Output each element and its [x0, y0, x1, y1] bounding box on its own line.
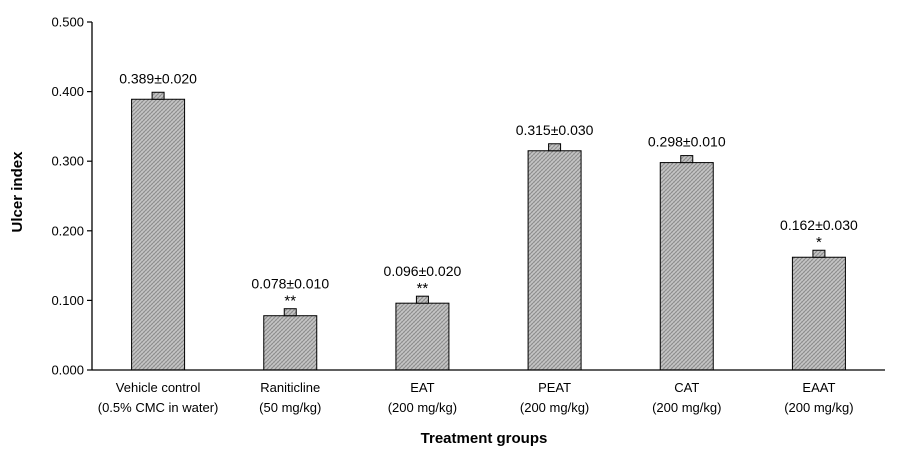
bar [659, 162, 714, 371]
category-sublabel: (200 mg/kg) [388, 400, 457, 415]
value-label: 0.078±0.010 [251, 276, 329, 292]
category-label: CAT [674, 380, 699, 395]
y-axis: 0.000 0.100 0.200 0.300 0.400 0.500 [51, 15, 93, 378]
y-tick-label: 0.400 [51, 84, 84, 99]
category-label: Vehicle control [116, 380, 201, 395]
category-sublabel: (200 mg/kg) [652, 400, 721, 415]
error-bar [680, 155, 694, 164]
category-sublabel: (50 mg/kg) [259, 400, 321, 415]
bar [791, 256, 846, 371]
y-tick-label: 0.300 [51, 154, 84, 169]
category-sublabel: (200 mg/kg) [784, 400, 853, 415]
x-axis-title: Treatment groups [421, 430, 548, 447]
value-label: 0.298±0.010 [648, 134, 726, 150]
significance-label: ** [417, 280, 429, 297]
error-bar [415, 295, 429, 304]
error-bar [151, 91, 165, 100]
category-label: PEAT [538, 380, 571, 395]
y-tick-label: 0.500 [51, 15, 84, 30]
significance-label: ** [284, 293, 296, 310]
category-label: EAT [410, 380, 434, 395]
bar [131, 98, 186, 371]
category-sublabel: (0.5% CMC in water) [98, 400, 219, 415]
error-bar [548, 143, 562, 152]
y-tick-label: 0.100 [51, 293, 84, 308]
error-bar [812, 249, 826, 258]
value-label: 0.389±0.020 [119, 70, 197, 86]
category-sublabel: (200 mg/kg) [520, 400, 589, 415]
bar [527, 150, 582, 371]
category-label: Raniticline [260, 380, 320, 395]
x-axis: Vehicle control (0.5% CMC in water) Raniti… [92, 369, 885, 415]
y-tick-label: 0.200 [51, 223, 84, 238]
value-label: 0.162±0.030 [780, 217, 858, 233]
error-bar [283, 308, 297, 317]
y-axis-title: Ulcer index [9, 151, 26, 233]
value-label: 0.315±0.030 [516, 122, 594, 138]
bars: 0.389±0.020**0.078±0.010 **0.096±0.0200.3… [119, 70, 858, 371]
category-label: EAAT [802, 380, 835, 395]
bar [263, 315, 318, 371]
significance-label: * [816, 234, 822, 251]
bar [395, 302, 450, 371]
value-label: 0.096±0.020 [384, 263, 462, 279]
y-tick-label: 0.000 [51, 363, 84, 378]
